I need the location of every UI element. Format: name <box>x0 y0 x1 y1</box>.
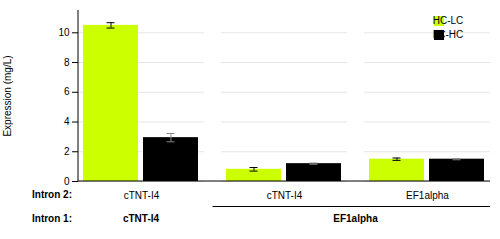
svg-text:0: 0 <box>64 176 70 187</box>
svg-text:6: 6 <box>64 86 70 97</box>
svg-text:Expression (mg/L): Expression (mg/L) <box>2 55 13 136</box>
svg-text:EF1alpha: EF1alpha <box>333 213 378 224</box>
svg-text:10: 10 <box>58 27 70 38</box>
svg-text:8: 8 <box>64 57 70 68</box>
svg-text:4: 4 <box>64 116 70 127</box>
svg-text:EF1alpha: EF1alpha <box>406 190 449 201</box>
svg-text:2: 2 <box>64 146 70 157</box>
svg-text:cTNT-I4: cTNT-I4 <box>124 190 160 201</box>
svg-text:Intron 2:: Intron 2: <box>32 189 72 200</box>
svg-text:cTNT-I4: cTNT-I4 <box>267 190 303 201</box>
svg-text:Intron 1:: Intron 1: <box>32 213 72 224</box>
svg-text:LC-HC: LC-HC <box>433 29 464 40</box>
svg-text:HC-LC: HC-LC <box>433 15 464 26</box>
svg-text:cTNT-I4: cTNT-I4 <box>123 213 160 224</box>
